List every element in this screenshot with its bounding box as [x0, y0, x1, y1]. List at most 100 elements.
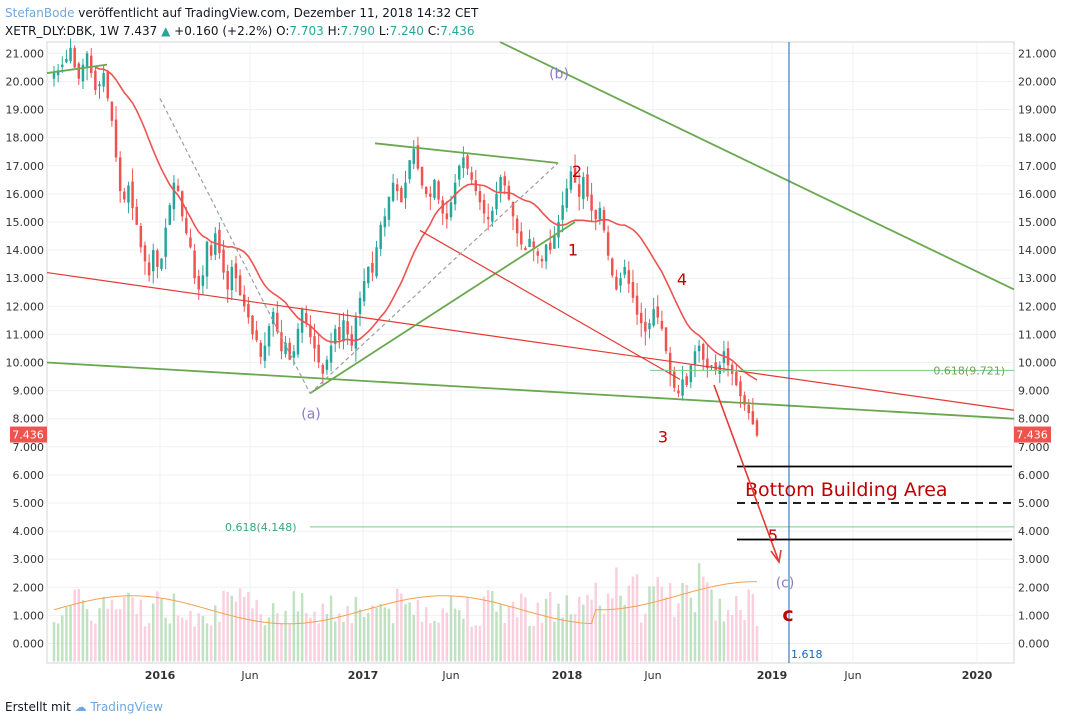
- y-tick-label: 0.000: [1018, 638, 1050, 651]
- wave-label-4: 4: [677, 270, 687, 289]
- candle-body: [89, 55, 93, 74]
- volume-bar: [371, 605, 374, 662]
- author-name[interactable]: StefanBode: [5, 6, 75, 20]
- volume-bar: [437, 622, 440, 662]
- x-tick-label: 2020: [962, 669, 993, 682]
- candle-body: [482, 199, 486, 214]
- candle-body: [205, 241, 209, 277]
- volume-bar: [197, 613, 200, 662]
- volume-bar: [375, 607, 378, 662]
- candle-body: [466, 155, 469, 169]
- candle-body: [503, 176, 506, 186]
- volume-bar: [292, 591, 296, 662]
- volume-bar: [577, 596, 581, 662]
- candle-body: [718, 365, 722, 374]
- trendline-green-lower: [46, 361, 1015, 420]
- wave-label-c-purple: (c): [776, 575, 795, 591]
- candle-body: [367, 266, 370, 284]
- volume-bar: [296, 611, 300, 662]
- y-tick-label: 12.000: [6, 300, 45, 313]
- candle-body: [379, 224, 382, 249]
- volume-bar: [681, 583, 684, 662]
- y-tick-label: 10.000: [6, 357, 45, 370]
- volume-bar: [242, 597, 246, 662]
- volume-bar: [110, 599, 114, 662]
- candle-body: [288, 342, 291, 360]
- fib-time-label: 1.618: [791, 648, 823, 661]
- volume-bar: [623, 604, 626, 662]
- candle-body: [61, 64, 64, 68]
- tradingview-logo-icon[interactable]: ☁: [74, 700, 87, 714]
- volume-bar: [474, 625, 478, 662]
- last-price-tag-text: 7.436: [1016, 429, 1048, 442]
- volume-bar: [267, 617, 271, 662]
- candle-body: [110, 101, 114, 121]
- candle-body: [656, 306, 659, 318]
- candle-body: [639, 312, 643, 324]
- candle-body: [52, 73, 56, 79]
- candle-body: [73, 47, 76, 68]
- volume-bar: [697, 563, 701, 662]
- volume-bar: [466, 596, 469, 662]
- volume-bar: [400, 593, 403, 662]
- candle-body: [470, 172, 473, 180]
- candle-body: [226, 271, 229, 290]
- candle-body: [557, 222, 560, 238]
- volume-bar: [441, 608, 444, 662]
- price-chart[interactable]: 0.618(9.721) 0.618(4.148) 1.618 Bottom Buil…: [0, 0, 1065, 700]
- candle-body: [751, 411, 755, 425]
- wave-label-1: 1: [568, 241, 578, 260]
- candle-body: [462, 157, 465, 169]
- candle-body: [139, 226, 143, 248]
- candle-body: [313, 336, 316, 349]
- volume-bar: [685, 584, 688, 662]
- y-tick-label: 20.000: [6, 76, 45, 89]
- open-label: O:: [276, 24, 290, 38]
- price-change: +0.160 (+2.2%): [174, 24, 273, 38]
- right-price-axis[interactable]: 21.000 20.000 19.000 18.000 17.000 16.000 15.0…: [1014, 47, 1057, 651]
- candle-body: [408, 160, 411, 180]
- volume-bar: [139, 599, 143, 662]
- trendline-green-start: [46, 63, 108, 74]
- volume-bar: [495, 611, 498, 662]
- volume-bar: [305, 613, 308, 662]
- volume-bar: [520, 593, 523, 662]
- high-value: 7.790: [340, 24, 376, 38]
- y-tick-label: 3.000: [1018, 553, 1050, 566]
- candle-body: [449, 202, 453, 218]
- y-tick-label: 20.000: [1018, 76, 1057, 89]
- projection-arrow-head: [770, 549, 782, 565]
- dashed-wave-line: [309, 162, 559, 394]
- volume-bar: [445, 612, 449, 662]
- volume-bar: [209, 625, 213, 662]
- volume-bar: [478, 625, 482, 662]
- volume-bar: [81, 600, 85, 662]
- candle-body: [755, 420, 759, 436]
- candle-body: [325, 359, 329, 370]
- wave-label-a: (a): [301, 407, 321, 423]
- volume-bar: [383, 607, 387, 662]
- volume-bar: [507, 606, 511, 662]
- candle-body: [491, 210, 494, 222]
- tradingview-brand[interactable]: TradingView: [90, 700, 163, 714]
- volume-bar: [135, 613, 138, 662]
- volume-bar: [325, 614, 329, 662]
- candle-body: [189, 237, 192, 248]
- left-price-axis[interactable]: 21.000 20.000 19.000 18.000 17.000 16.000 15.0…: [6, 47, 48, 651]
- candle-body: [98, 84, 101, 87]
- volume-bar: [321, 603, 325, 662]
- candle-body: [358, 297, 362, 314]
- candle-body: [528, 238, 531, 247]
- footer: Erstellt mit ☁ TradingView: [5, 700, 163, 714]
- time-axis[interactable]: 2016 Jun 2017 Jun 2018 Jun 2019 Jun 2020: [145, 669, 993, 682]
- candle-body: [532, 241, 535, 248]
- volume-bar: [532, 626, 535, 662]
- volume-bar: [544, 598, 548, 662]
- chart-author-line: StefanBode veröffentlicht auf TradingVie…: [5, 6, 478, 20]
- candle-body: [218, 229, 221, 253]
- volume-bar: [106, 608, 109, 662]
- volume-bar: [726, 610, 730, 662]
- candle-body: [433, 179, 436, 198]
- candle-body: [193, 250, 196, 279]
- candle-body: [222, 249, 225, 273]
